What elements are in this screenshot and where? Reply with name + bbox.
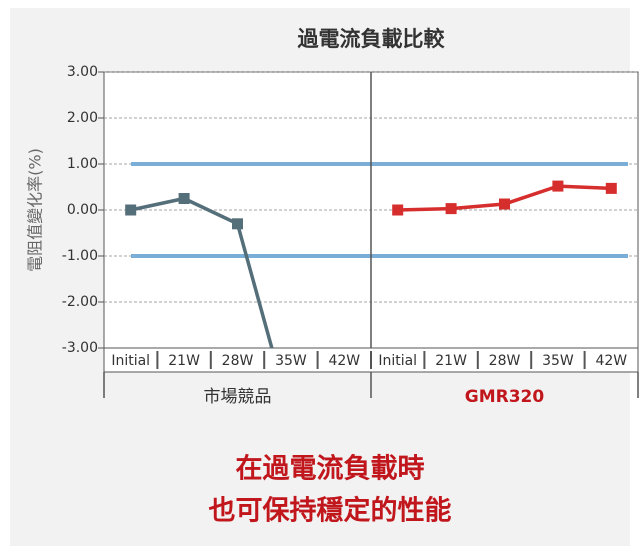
x-tick-label: 35W xyxy=(542,353,574,369)
x-tick-label: 21W xyxy=(168,353,200,369)
series-line xyxy=(130,196,274,348)
point-marker xyxy=(445,203,457,215)
group-label: GMR320 xyxy=(465,387,545,407)
x-tick-label: 28W xyxy=(222,353,254,369)
annotation: 在過電流負載時 xyxy=(236,454,425,485)
group-label: 市場競品 xyxy=(204,387,272,407)
y-tick-label: -1.00 xyxy=(62,248,98,264)
x-tick-label: 35W xyxy=(275,353,307,369)
point-marker xyxy=(232,218,243,230)
x-tick-label: Initial xyxy=(378,353,417,369)
point-marker xyxy=(125,204,137,216)
y-tick-label: 3.00 xyxy=(67,64,98,80)
y-tick-label: 0.00 xyxy=(67,202,98,218)
chart-title: 過電流負載比較 xyxy=(298,27,446,51)
point-marker xyxy=(392,204,404,216)
y-tick-label: -2.00 xyxy=(62,294,98,310)
x-tick-label: 21W xyxy=(435,353,467,369)
series-layer xyxy=(125,180,617,348)
y-tick-label: 2.00 xyxy=(67,110,98,126)
annotation: 也可保持穩定的性能 xyxy=(209,495,452,527)
y-tick-label: -3.00 xyxy=(62,340,98,356)
point-marker xyxy=(178,193,190,204)
x-tick-label: 42W xyxy=(328,353,360,369)
point-marker xyxy=(605,182,617,194)
point-marker xyxy=(552,180,564,192)
y-tick-label: 1.00 xyxy=(67,156,98,172)
point-marker xyxy=(499,198,510,210)
y-axis-label: 電阻值變化率(%) xyxy=(26,148,45,272)
x-tick-label: 28W xyxy=(489,353,521,369)
x-tick-label: 42W xyxy=(595,353,627,369)
x-tick-label: Initial xyxy=(111,353,150,369)
